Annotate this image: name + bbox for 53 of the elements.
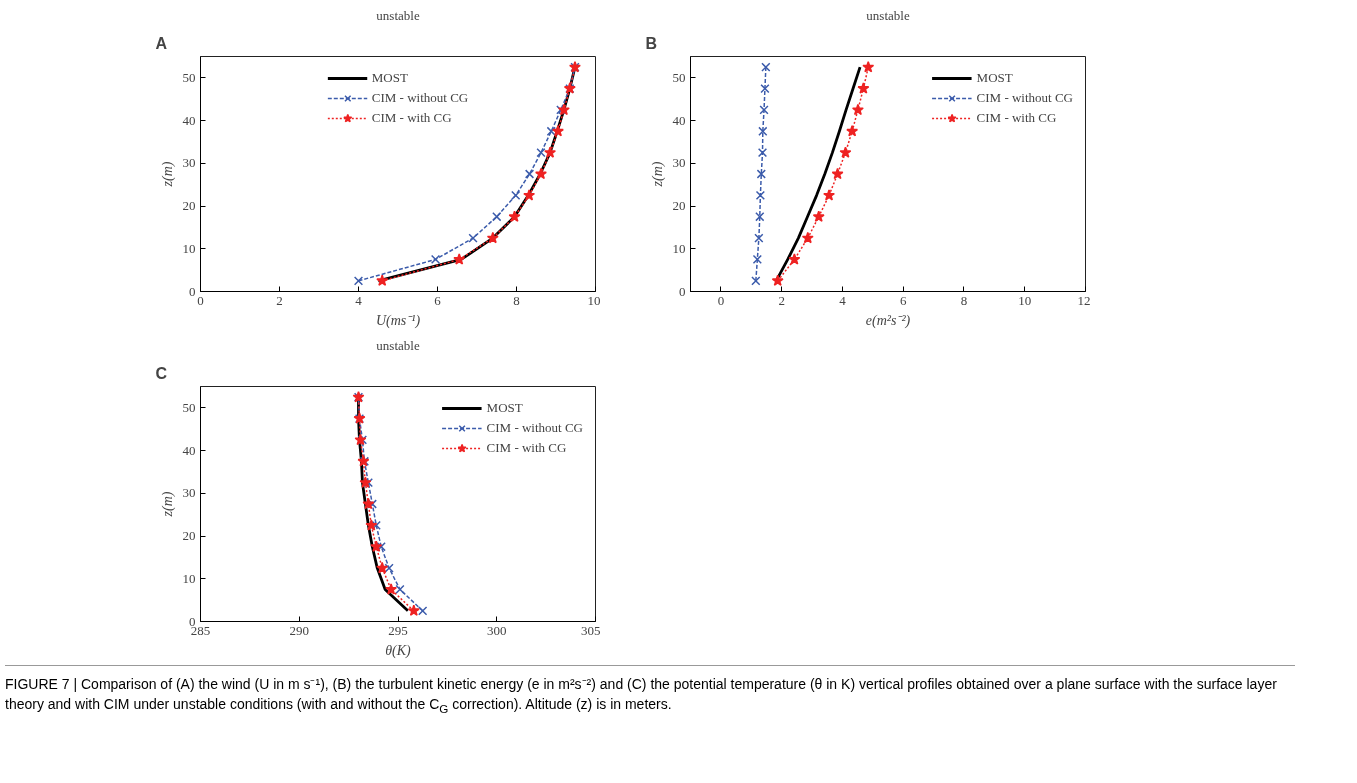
text: B	[645, 34, 658, 52]
legend-label: CIM - without CG	[371, 90, 469, 106]
y-tick-label: 20	[182, 198, 196, 214]
y-tick-label: 10	[182, 240, 196, 256]
y-tick-label: 40	[182, 112, 196, 128]
text: C	[155, 364, 168, 382]
legend-label: CIM - with CG	[486, 440, 567, 456]
y-tick-label: 50	[182, 399, 196, 415]
x-tick-label: 6	[899, 292, 907, 308]
y-tick-label: 50	[182, 69, 196, 85]
y-tick-label: 40	[182, 442, 196, 458]
y-tick-label: 10	[672, 240, 686, 256]
x-tick-label: 8	[513, 292, 520, 308]
caption: FIGURE 7 | Comparison of (A) the wind (U in m s⁻¹), (B) the turbulent kinetic energy (e in m²s⁻²) and (C) the potential temperature (θ in K) vertical profiles obtained over a plane surface with the surface layer theory and with CIM under unstable conditions (with and without the C$_{G}$ correction). Altitude (z) is in meters.	[5, 665, 1295, 719]
legend-label: CIM - without CG	[486, 420, 583, 436]
y-axis-title: z(m)	[159, 491, 176, 518]
x-axis-title: e(m²s⁻²)	[865, 312, 911, 329]
legend-label: CIM - with CG	[976, 110, 1057, 126]
x-axis-title: θ(K)	[385, 642, 412, 659]
y-tick-label: 30	[182, 155, 196, 171]
x-tick-label: 10	[1018, 292, 1032, 308]
y-tick-label: 30	[672, 155, 686, 171]
x-tick-label: 12	[1077, 292, 1091, 308]
x-tick-label: 4	[355, 292, 363, 308]
legend-label: CIM - without CG	[976, 90, 1073, 106]
x-tick-label: 10	[587, 292, 601, 308]
x-tick-label: 8	[960, 292, 968, 308]
legend-label: MOST	[976, 70, 1013, 86]
text: A	[155, 34, 168, 52]
x-tick-label: 6	[434, 292, 442, 308]
y-tick-label: 20	[182, 528, 196, 544]
y-tick-label: 20	[672, 198, 686, 214]
x-tick-label: 300	[487, 622, 507, 638]
chart-title: unstable	[866, 7, 910, 23]
x-tick-label: 2	[276, 292, 283, 308]
x-tick-label: 0	[717, 292, 725, 308]
chart-title: unstable	[376, 337, 420, 353]
x-tick-label: 2	[778, 292, 785, 308]
x-tick-label: 290	[289, 622, 309, 638]
legend-label: CIM - with CG	[371, 110, 452, 126]
chart-title: unstable	[376, 7, 420, 23]
y-tick-label: 50	[672, 69, 686, 85]
legend-label: MOST	[371, 70, 408, 86]
x-tick-label: 305	[581, 622, 601, 638]
y-tick-label: 30	[182, 485, 196, 501]
x-tick-label: 4	[839, 292, 847, 308]
legend-label: MOST	[486, 400, 523, 416]
y-axis-title: z(m)	[159, 161, 176, 188]
x-tick-label: 295	[388, 622, 408, 638]
x-axis-title: U(ms⁻¹)	[375, 312, 421, 329]
y-tick-label: 40	[672, 112, 686, 128]
y-tick-label: 10	[182, 570, 196, 586]
y-axis-title: z(m)	[649, 161, 666, 188]
